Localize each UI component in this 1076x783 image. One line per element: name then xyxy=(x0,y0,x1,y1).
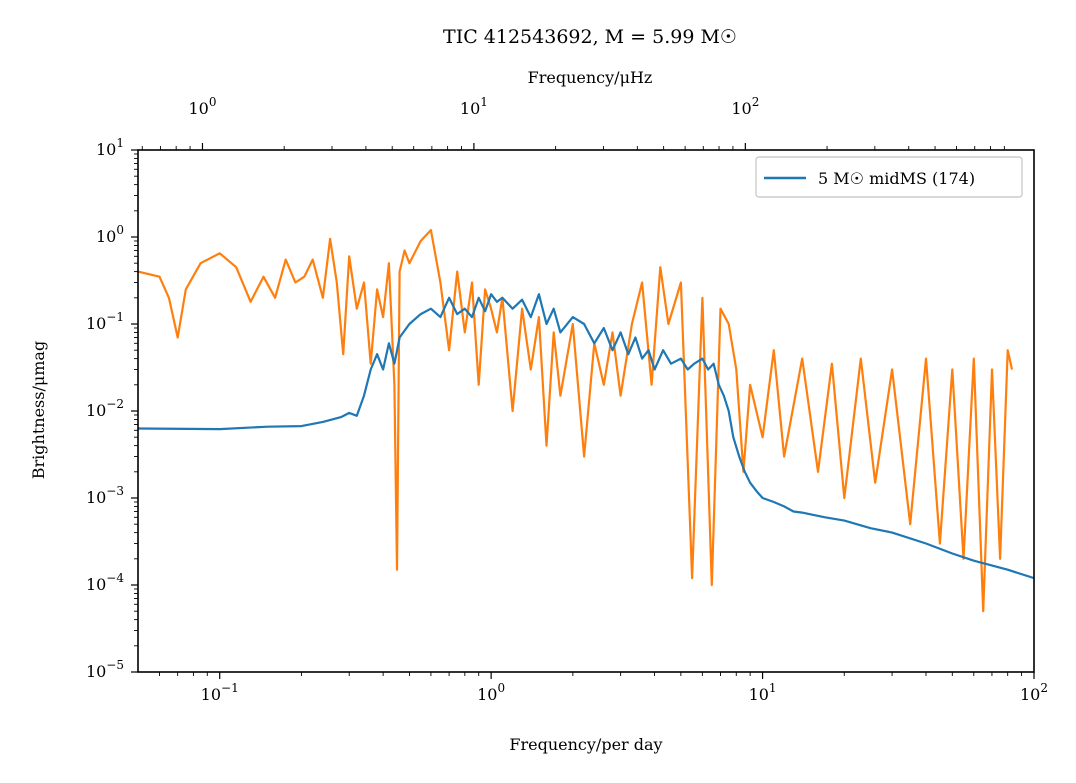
y-tick-label: 101 xyxy=(96,136,124,159)
y-tick-label: 100 xyxy=(96,223,124,246)
top-axis-label: Frequency/μHz xyxy=(528,68,653,87)
chart-title: TIC 412543692, M = 5.99 M☉ xyxy=(443,26,737,48)
legend-label-midms: 5 M☉ midMS (174) xyxy=(818,169,975,188)
y-tick-label: 10−1 xyxy=(86,310,124,333)
series-layer xyxy=(138,229,1034,613)
y-tick-label: 10−2 xyxy=(86,397,124,420)
y-tick-label: 10−5 xyxy=(86,658,124,681)
legend-box xyxy=(755,156,1023,198)
x-tick-label: 100 xyxy=(477,681,505,704)
y-tick-label: 10−3 xyxy=(86,484,124,507)
x-tick-label: 101 xyxy=(749,681,777,704)
y-axis-label: Brightness/μmag xyxy=(29,341,48,479)
top-tick-label: 101 xyxy=(460,95,488,118)
x-tick-label: 102 xyxy=(1020,681,1048,704)
y-tick-label: 10−4 xyxy=(86,571,124,594)
x-tick-label: 10−1 xyxy=(201,681,239,704)
series-line-observed xyxy=(138,229,1014,613)
ticks-layer: 10−1 100 101 102 100 101 102 101 100 10−1 10−2 10−3… xyxy=(86,95,1048,704)
top-tick-label: 102 xyxy=(731,95,759,118)
legend: 5 M☉ midMS (174) xyxy=(755,156,1023,198)
top-tick-label: 100 xyxy=(188,95,216,118)
plot-frame xyxy=(137,149,1035,673)
x-axis-label: Frequency/per day xyxy=(509,735,662,754)
series-line-midms xyxy=(138,293,1034,580)
